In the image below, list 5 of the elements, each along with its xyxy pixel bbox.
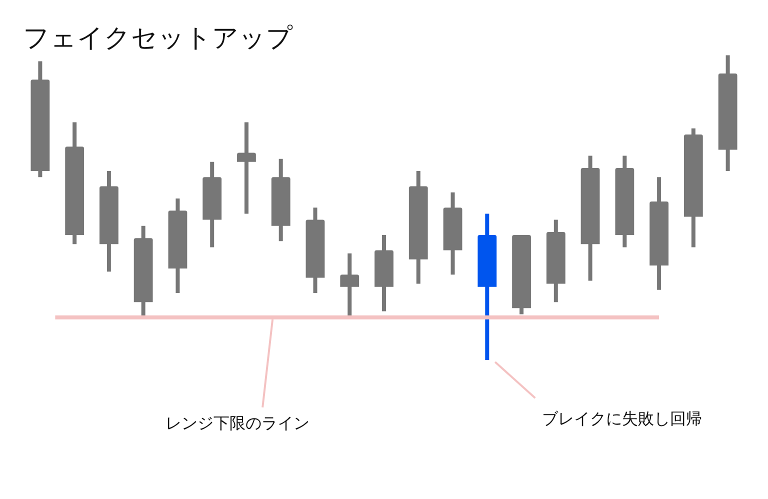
candlestick [237, 122, 256, 214]
candlestick [340, 253, 360, 318]
text: ブレイクに失敗し回帰 [542, 409, 702, 428]
chart-title: フェイクセットアップ [23, 23, 293, 54]
ref-line-label: レンジ下限のライン [166, 413, 310, 432]
